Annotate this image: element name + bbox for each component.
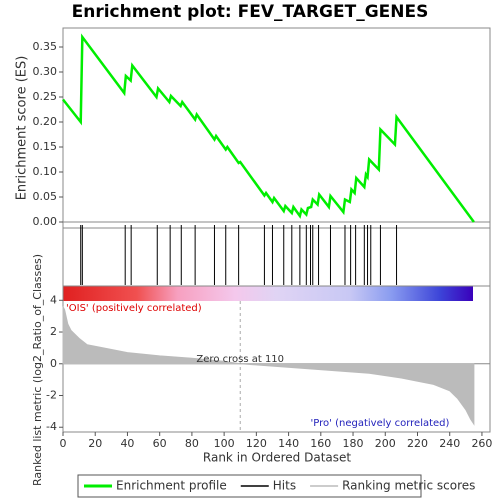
legend-label: Ranking metric scores [342,479,475,493]
y-tick-label: 0.20 [33,115,58,128]
y-tick-label: 0.05 [33,190,58,203]
color-band [63,286,473,301]
es-y-title: Enrichment score (ES) [15,56,30,201]
y2-tick-label: 2 [50,325,57,338]
x-tick-label: 180 [343,437,364,450]
neg-label: 'Pro' (negatively correlated) [311,418,450,429]
y-tick-label: 0.25 [33,90,58,103]
zero-cross-label: Zero cross at 110 [196,354,284,365]
y-tick-label: 0.10 [33,165,58,178]
y2-tick-label: 4 [50,293,57,306]
x-tick-label: 260 [471,437,492,450]
hits-frame [62,227,491,287]
y-tick-label: 0.35 [33,40,58,53]
x-title: Rank in Ordered Dataset [203,451,351,465]
pos-label: 'OIS' (positively correlated) [66,303,202,314]
chart-title: Enrichment plot: FEV_TARGET_GENES [72,2,429,22]
x-tick-label: 80 [185,437,199,450]
y-tick-label: 0.00 [33,215,58,228]
x-tick-label: 120 [246,437,267,450]
x-tick-label: 100 [214,437,235,450]
legend-label: Enrichment profile [116,479,227,493]
y2-tick-label: -2 [46,389,57,402]
legend-label: Hits [273,479,296,493]
x-tick-label: 140 [278,437,299,450]
x-tick-label: 20 [88,437,102,450]
es-line [62,33,475,223]
y-tick-label: 0.15 [33,140,58,153]
x-tick-label: 0 [60,437,67,450]
y2-tick-label: -4 [46,420,57,433]
x-tick-label: 60 [153,437,167,450]
metric-y-title: Ranked list metric (log2_Ratio_of_Classe… [31,254,44,486]
y-tick-label: 0.30 [33,65,58,78]
x-tick-label: 160 [310,437,331,450]
x-tick-label: 240 [439,437,460,450]
x-tick-label: 200 [375,437,396,450]
x-tick-label: 220 [407,437,428,450]
y2-tick-label: 0 [50,357,57,370]
legend: Enrichment profile Hits Ranking metric sco… [77,474,475,498]
es-frame [62,27,491,229]
x-tick-label: 40 [120,437,134,450]
metric-area [62,306,475,426]
